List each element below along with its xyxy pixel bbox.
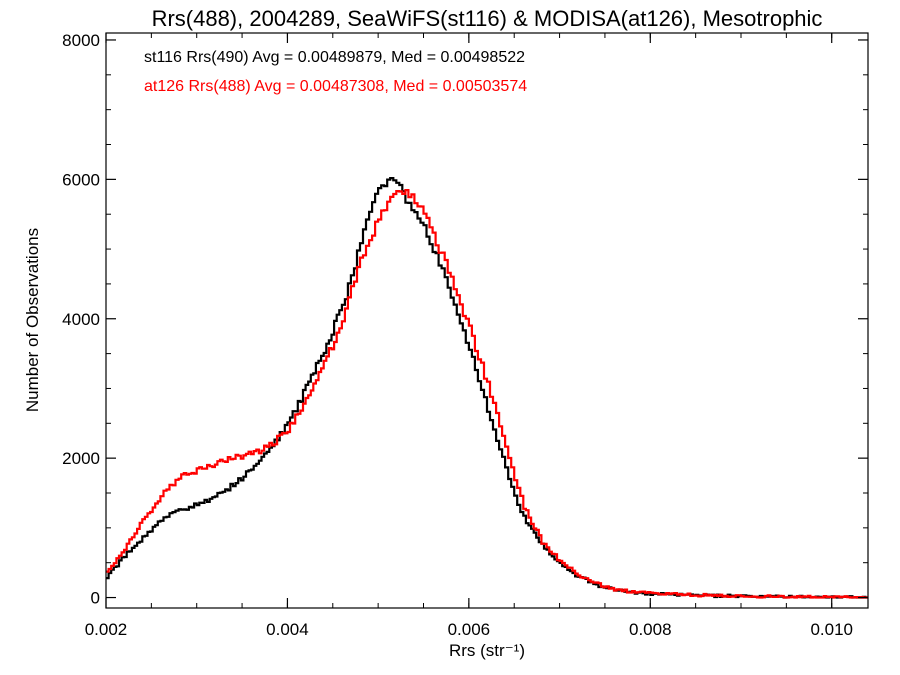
x-axis: 0.002 0.004 0.006 0.008 0.010 xyxy=(85,33,853,639)
x-axis-label: Rrs (str⁻¹) xyxy=(449,641,525,660)
plot-area xyxy=(106,177,868,599)
y-tick-label: 4000 xyxy=(62,310,100,329)
x-tick-label: 0.010 xyxy=(810,620,853,639)
chart-title: Rrs(488), 2004289, SeaWiFS(st116) & MODI… xyxy=(152,6,823,31)
y-tick-label: 6000 xyxy=(62,170,100,189)
plot-frame xyxy=(105,32,869,609)
x-tick-label: 0.006 xyxy=(448,620,491,639)
x-tick-label: 0.008 xyxy=(629,620,672,639)
series-line-at126 xyxy=(106,189,868,599)
x-tick-label: 0.004 xyxy=(266,620,309,639)
y-axis: 0 2000 4000 6000 8000 xyxy=(62,31,868,608)
x-tick-label: 0.002 xyxy=(85,620,128,639)
legend-entry-at126: at126 Rrs(488) Avg = 0.00487308, Med = 0… xyxy=(144,78,527,95)
y-tick-label: 2000 xyxy=(62,449,100,468)
y-tick-label: 8000 xyxy=(62,31,100,50)
y-tick-label: 0 xyxy=(91,589,100,608)
legend-entry-st116: st116 Rrs(490) Avg = 0.00489879, Med = 0… xyxy=(144,49,525,66)
y-axis-label: Number of Observations xyxy=(23,228,42,412)
